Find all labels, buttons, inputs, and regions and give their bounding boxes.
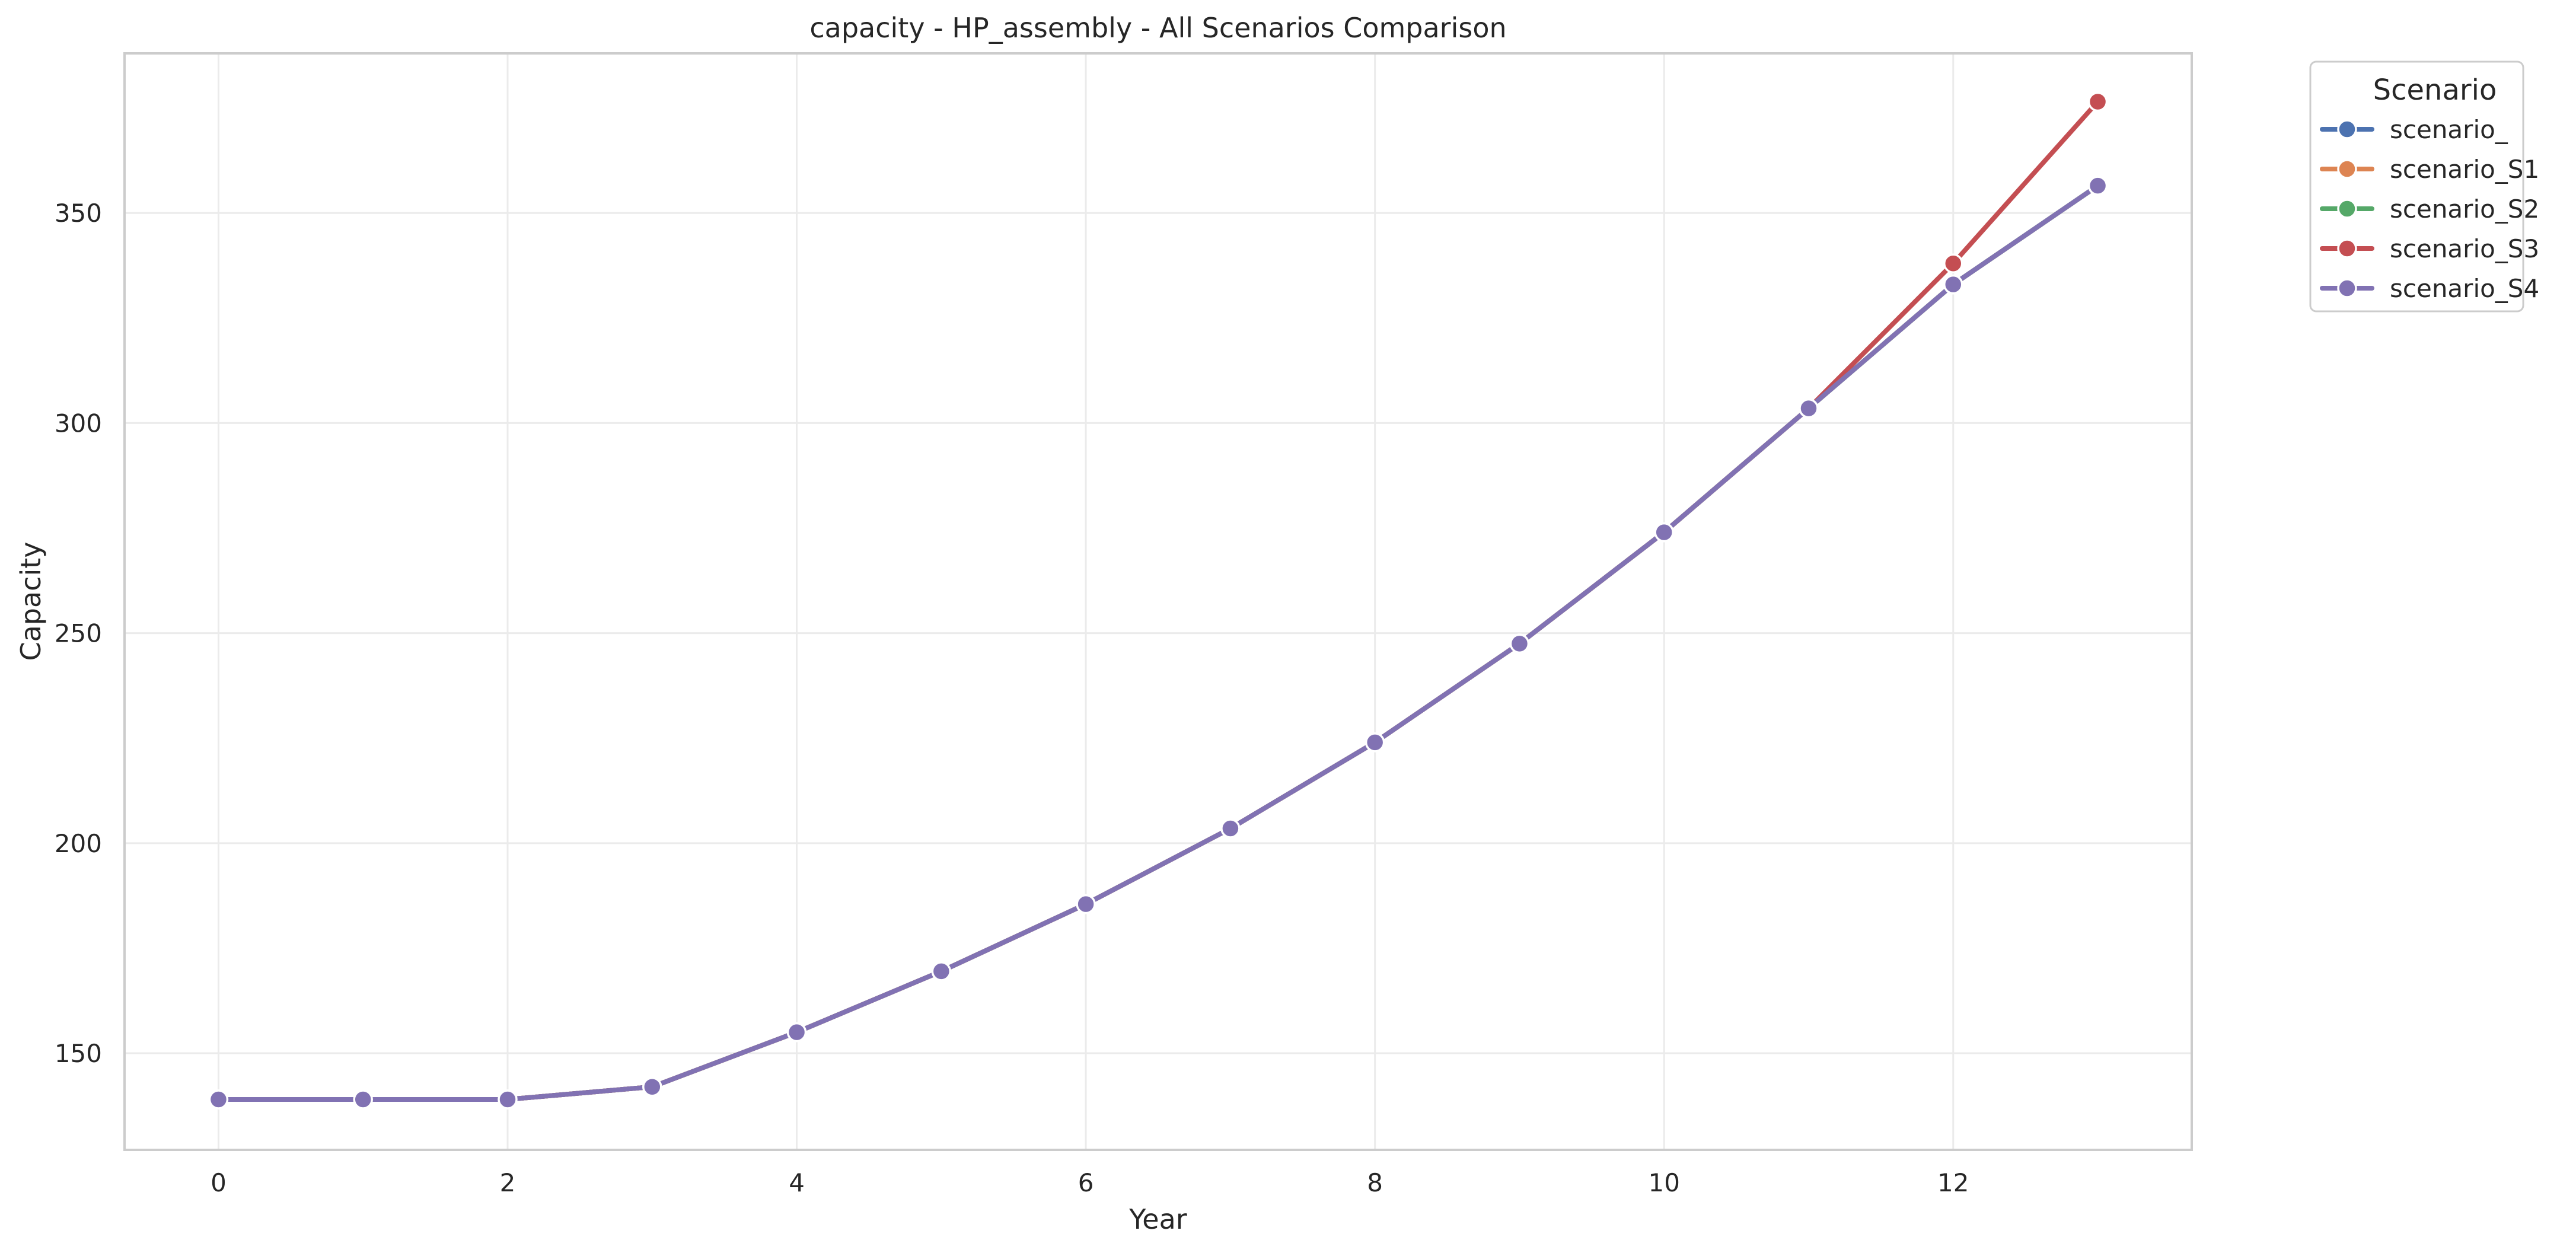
data-point — [1076, 894, 1096, 914]
series-scenario_S4 — [208, 176, 2108, 1110]
data-point — [498, 1089, 518, 1110]
data-point — [1220, 818, 1241, 839]
x-tick-label: 8 — [1367, 1168, 1383, 1197]
data-point — [786, 1022, 807, 1043]
x-tick-label: 0 — [211, 1168, 227, 1197]
series-layer — [208, 91, 2108, 1110]
y-tick-label: 200 — [55, 829, 102, 858]
legend-label: scenario_S1 — [2390, 155, 2539, 184]
plot-frame — [123, 52, 2193, 1151]
legend-label: scenario_ — [2390, 115, 2508, 144]
data-point — [2087, 176, 2108, 196]
chart-title: capacity - HP_assembly - All Scenarios C… — [809, 12, 1506, 44]
data-point — [931, 961, 952, 981]
x-axis-label: Year — [1128, 1203, 1187, 1235]
legend-swatch-marker — [2337, 159, 2357, 179]
legend-item: scenario_S3 — [2320, 234, 2539, 263]
data-point — [1364, 732, 1385, 753]
x-tick-label: 12 — [1937, 1168, 1969, 1197]
legend-swatch-marker — [2337, 238, 2357, 259]
y-axis-label: Capacity — [15, 541, 47, 661]
legend: Scenario scenario_ scenario_S1 scenario_S2… — [2309, 60, 2539, 313]
series-line — [216, 183, 2100, 1102]
y-tick-label: 300 — [55, 409, 102, 438]
data-point — [353, 1089, 373, 1110]
data-point — [642, 1076, 662, 1097]
x-tick-label: 10 — [1648, 1168, 1679, 1197]
legend-label: scenario_S2 — [2390, 195, 2539, 224]
data-point — [1943, 253, 1963, 273]
data-point — [2087, 91, 2108, 112]
legend-item: scenario_S1 — [2320, 155, 2539, 184]
data-point — [208, 1089, 229, 1110]
legend-item: scenario_ — [2320, 115, 2508, 144]
legend-title: Scenario — [2373, 74, 2497, 107]
grid-layer — [125, 53, 2192, 1150]
x-tick-label: 2 — [500, 1168, 516, 1197]
data-point — [1943, 274, 1963, 295]
legend-entries: scenario_ scenario_S1 scenario_S2 scenario_… — [2320, 115, 2539, 303]
data-point — [1654, 522, 1674, 543]
data-point — [1799, 398, 1819, 419]
tick-labels: 0 2 4 6 8 10 12 150 200 250 300 350 — [55, 199, 1969, 1197]
y-tick-label: 250 — [55, 619, 102, 648]
y-tick-label: 150 — [55, 1039, 102, 1068]
legend-item: scenario_S4 — [2320, 274, 2539, 303]
x-tick-label: 4 — [789, 1168, 805, 1197]
legend-label: scenario_S4 — [2390, 274, 2539, 303]
y-tick-label: 350 — [55, 199, 102, 228]
legend-swatch-marker — [2337, 278, 2357, 298]
legend-swatch-marker — [2337, 199, 2357, 219]
data-point — [1509, 633, 1530, 654]
legend-item: scenario_S2 — [2320, 195, 2539, 224]
x-tick-label: 6 — [1078, 1168, 1094, 1197]
legend-label: scenario_S3 — [2390, 234, 2539, 263]
legend-swatch-marker — [2337, 119, 2357, 139]
